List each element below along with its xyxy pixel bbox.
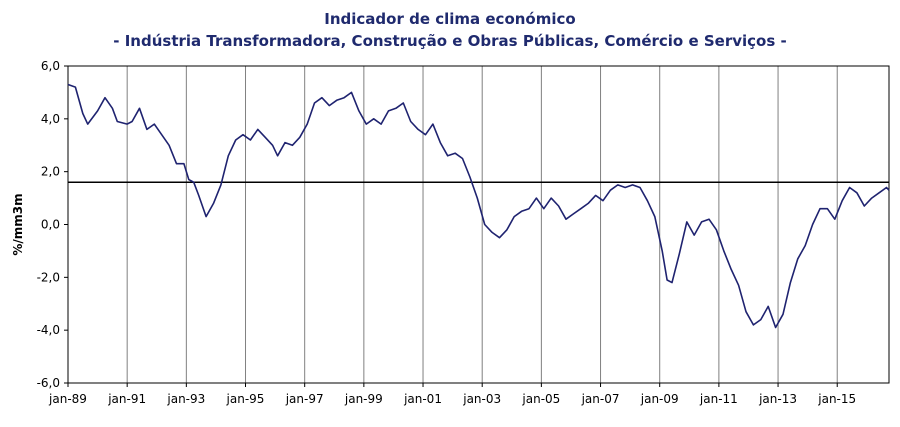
x-tick-label: jan-09 [640, 392, 679, 406]
x-tick-label: jan-91 [107, 392, 146, 406]
y-tick-label: -2,0 [37, 270, 60, 284]
y-tick-label: 2,0 [41, 165, 60, 179]
x-tick-label: jan-07 [581, 392, 620, 406]
x-tick-label: jan-13 [758, 392, 797, 406]
y-tick-label: -6,0 [37, 376, 60, 390]
chart-subtitle: - Indústria Transformadora, Construção e… [113, 32, 787, 50]
x-tick-label: jan-11 [699, 392, 738, 406]
y-tick-label: 0,0 [41, 218, 60, 232]
x-tick-label: jan-95 [226, 392, 265, 406]
y-tick-label: 4,0 [41, 112, 60, 126]
x-tick-label: jan-99 [344, 392, 383, 406]
x-tick-label: jan-89 [48, 392, 87, 406]
y-tick-label: -4,0 [37, 323, 60, 337]
y-tick-label: 6,0 [41, 59, 60, 73]
x-tick-label: jan-97 [285, 392, 324, 406]
x-tick-label: jan-05 [521, 392, 560, 406]
series-line [67, 83, 890, 329]
x-tick-label: jan-01 [403, 392, 442, 406]
x-tick-label: jan-03 [462, 392, 501, 406]
x-tick-label: jan-15 [817, 392, 856, 406]
plot-frame [67, 65, 890, 384]
chart-title: Indicador de clima económico [324, 10, 576, 28]
x-tick-label: jan-93 [166, 392, 205, 406]
y-axis-label: %/mm3m [11, 193, 25, 255]
